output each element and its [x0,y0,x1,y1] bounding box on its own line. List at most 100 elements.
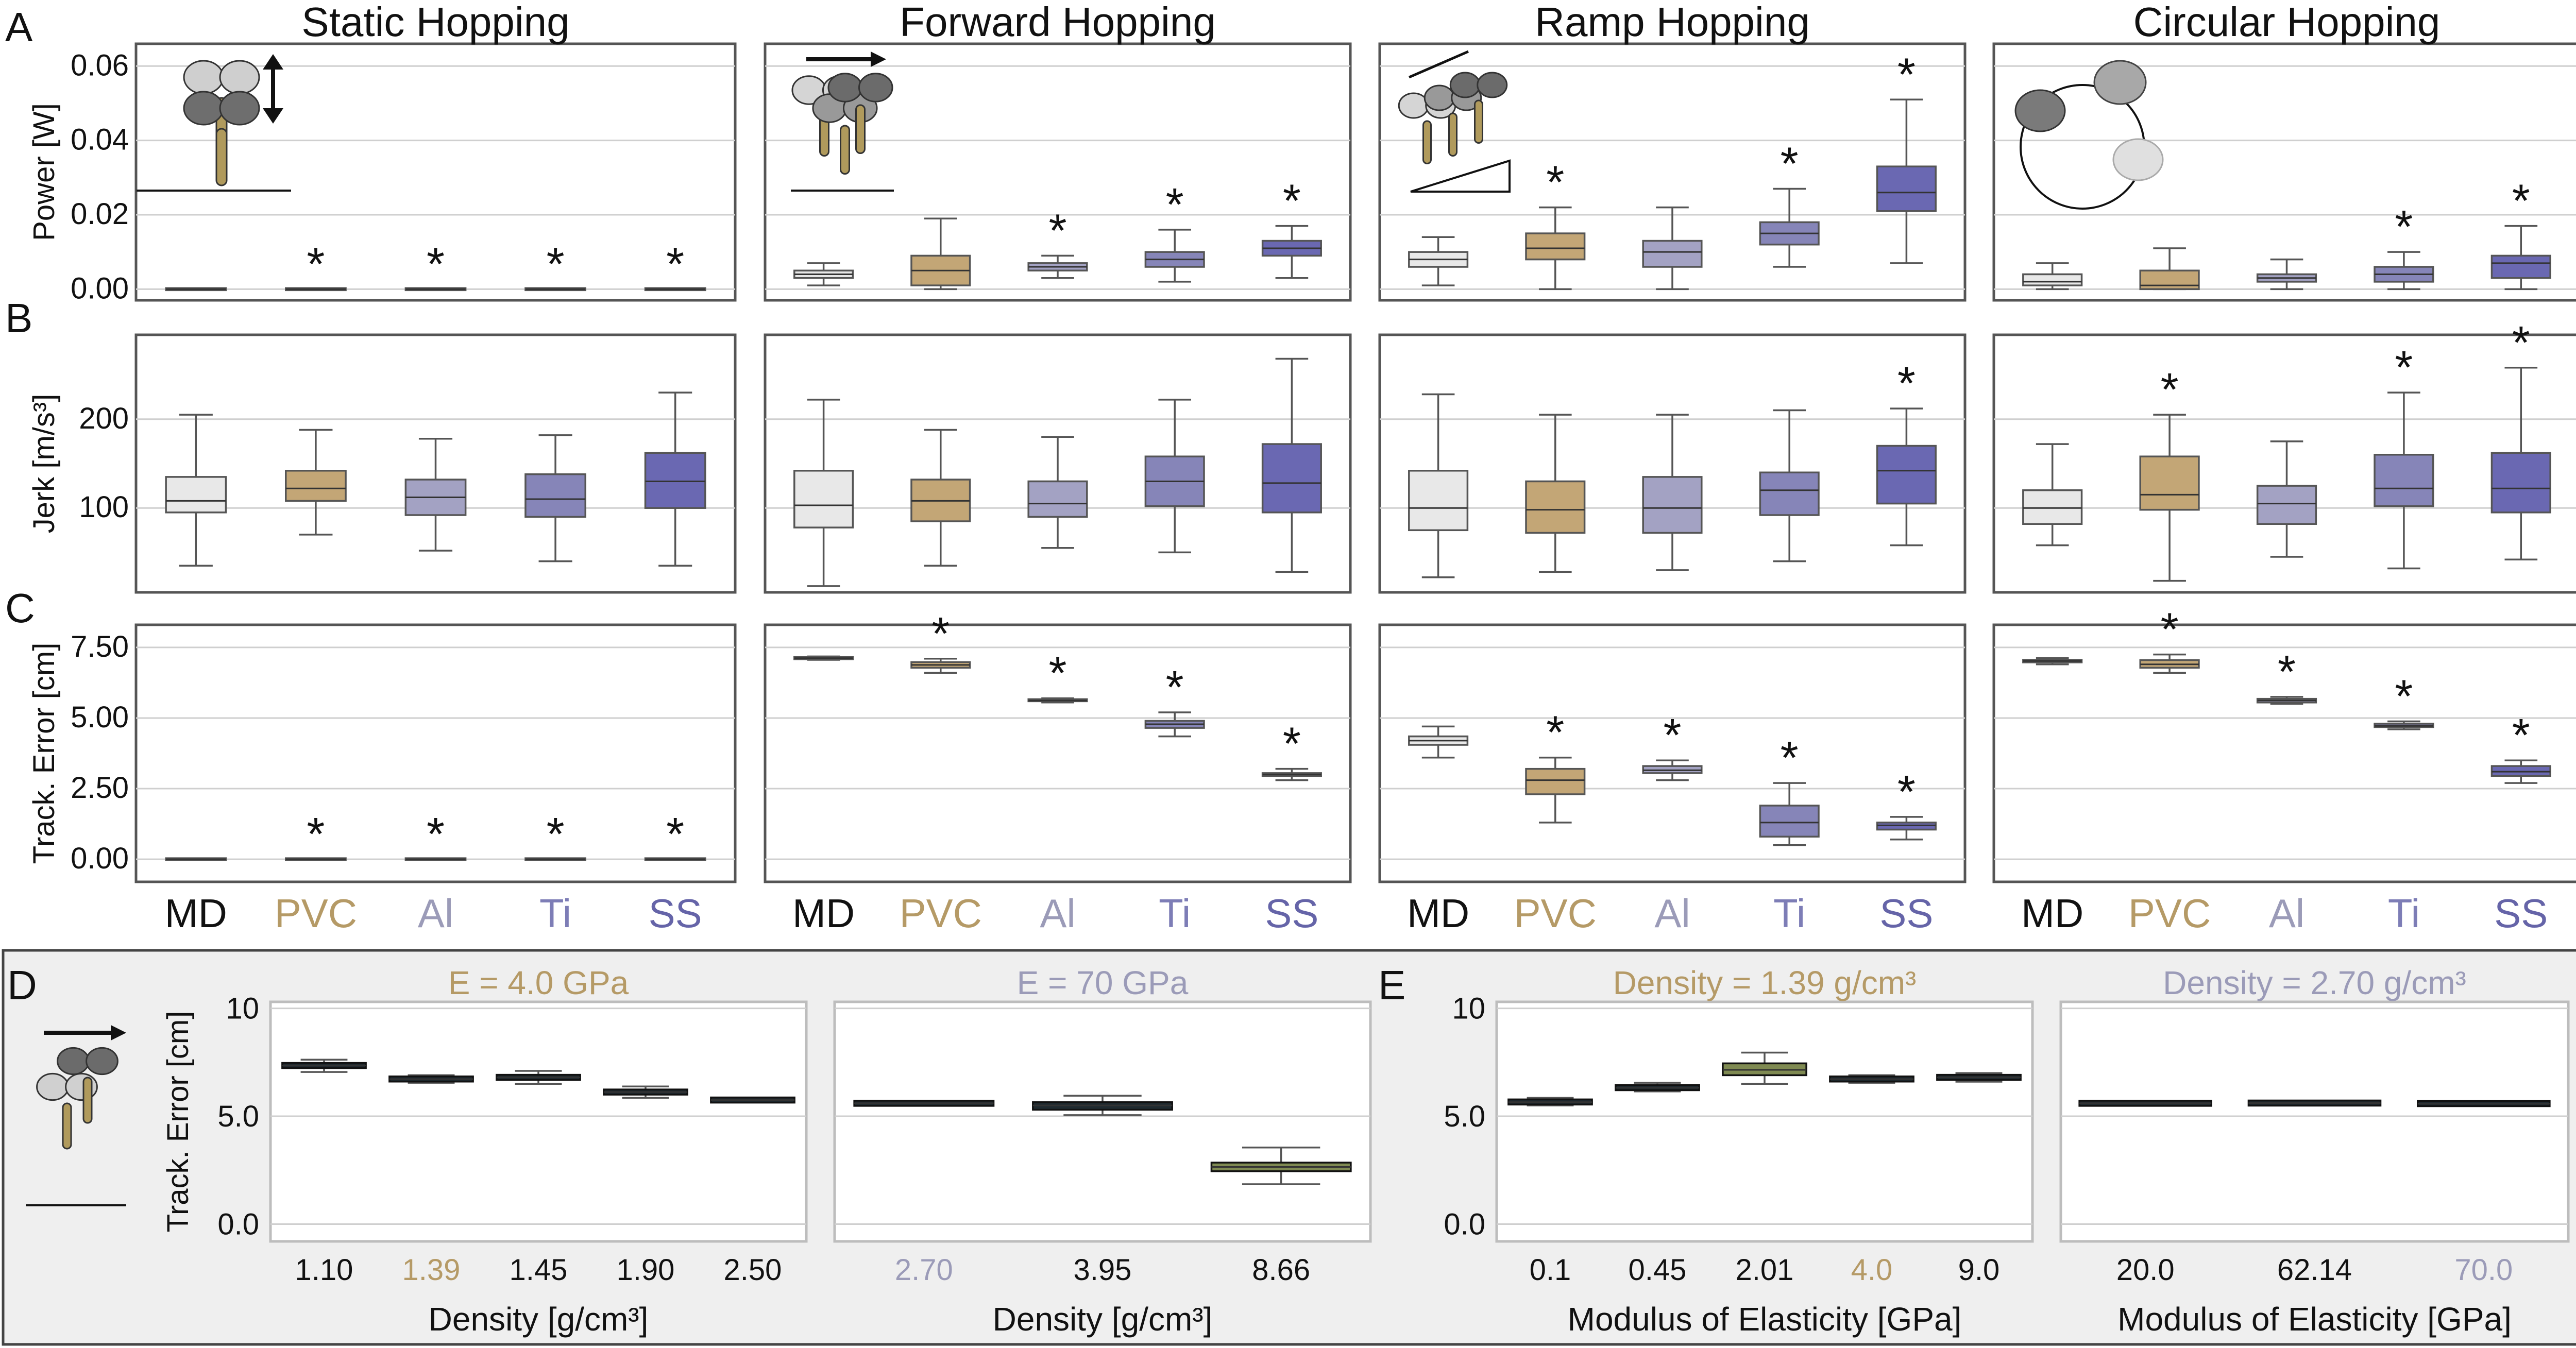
y-axis-label: Power [W] [27,103,61,241]
box-ti [1759,782,1820,846]
robot-body-right [858,73,893,103]
box-md [165,287,227,292]
y-tick-label: 7.50 [71,630,129,663]
box-md [2022,443,2083,547]
plot-frame [134,623,737,883]
y-tick-label: 5.0 [1444,1100,1485,1133]
box-iqr [2256,485,2317,525]
box-al [1027,436,1088,549]
x-tick-label: 0.45 [1629,1253,1687,1287]
box-iqr [1642,476,1703,534]
significance-star: * [427,809,445,860]
box-pvc [910,658,971,674]
box-0-1 [1507,1097,1593,1106]
panel-letter-b: B [5,295,32,341]
x-tick-label: 2.70 [895,1253,953,1287]
box-ss [2490,367,2551,560]
box-pvc [285,857,347,861]
y-tick-label: 0.02 [71,197,129,231]
box-iqr [2139,455,2200,511]
box-al [1642,414,1703,571]
x-tick-label: 8.66 [1252,1253,1310,1287]
robot-top-view [2093,60,2147,105]
significance-star: * [547,809,565,860]
panel-title: E = 70 GPa [1017,964,1189,1001]
hopping-robot-illustrations [26,50,2164,1206]
x-tick-label-pvc: PVC [1514,891,1597,936]
box-ss [1876,816,1937,841]
x-tick-label-pvc: PVC [275,891,357,936]
significance-star: * [427,238,445,290]
significance-star: * [2512,710,2530,761]
box-pvc [285,429,347,536]
x-tick-label-ti: Ti [2388,891,2420,936]
significance-star: * [2512,317,2530,369]
y-tick-label: 0.00 [71,271,129,305]
box-ss [1261,225,1322,279]
box-ss [644,391,706,567]
box-4-0 [1829,1074,1914,1084]
box-md [165,857,227,861]
x-tick-label: 1.10 [295,1253,353,1287]
ramp-arrow [1409,50,1469,79]
robot-body-left [1398,92,1429,119]
x-tick-label: 3.95 [1074,1253,1132,1287]
box-1-90 [603,1085,688,1099]
box-iqr [2374,454,2434,507]
x-tick-label: 0.1 [1530,1253,1571,1287]
significance-star: * [1546,707,1564,759]
box-iqr [1525,480,1586,534]
box-pvc [1525,414,1586,573]
box-iqr [1027,480,1088,518]
x-tick-label: 2.50 [724,1253,782,1287]
significance-star: * [307,238,325,290]
robot-top-view [2112,138,2164,181]
x-tick-label: 70.0 [2454,1253,2513,1287]
box-70-0 [2417,1100,2551,1107]
box-1-45 [496,1070,581,1085]
box-md [1408,393,1469,578]
x-tick-label: 1.39 [402,1253,461,1287]
x-tick-label-md: MD [792,891,855,936]
significance-star: * [1048,648,1066,699]
panel-title: Density = 2.70 g/cm³ [2163,964,2466,1001]
significance-star: * [307,809,325,860]
y-tick-label: 5.0 [217,1100,259,1133]
significance-star: * [1897,766,1916,818]
ramp [1410,159,1511,193]
panel-title: Circular Hopping [2133,0,2441,45]
significance-star: * [666,809,684,860]
box-20-0 [2078,1100,2212,1107]
x-tick-label: 4.0 [1851,1253,1893,1287]
box-pvc [2139,653,2200,674]
robot-leg [82,1077,93,1124]
y-tick-label: 0.0 [1444,1207,1485,1241]
y-tick-label: 200 [79,402,129,435]
y-tick-label: 10 [226,992,259,1026]
y-tick-label: 0.06 [71,48,129,82]
robot-body-right [219,91,260,126]
robot-body-right [86,1047,118,1076]
significance-star: * [2512,176,2530,227]
x-axis-label: Modulus of Elasticity [GPa] [1568,1301,1962,1338]
box-iqr [1525,232,1586,261]
box-2-70 [853,1100,995,1107]
box-al [404,287,467,292]
y-tick-label: 0.00 [71,842,129,875]
robot-leg [1448,112,1458,157]
box-al [1642,759,1703,781]
robot-body-left [1449,72,1481,98]
x-tick-label-ss: SS [1265,891,1318,936]
arrowheads [263,54,283,124]
box-iqr [524,473,587,518]
significance-star: * [1166,179,1184,231]
panel-title: Ramp Hopping [1535,0,1810,45]
box-iqr [1759,471,1820,516]
box-pvc [1525,206,1586,291]
robot-leg [840,125,850,175]
robot-body-left [827,73,863,103]
box-md [165,414,227,567]
box-3-95 [1032,1095,1173,1116]
box-ti [2374,391,2434,570]
box-md [793,399,854,587]
